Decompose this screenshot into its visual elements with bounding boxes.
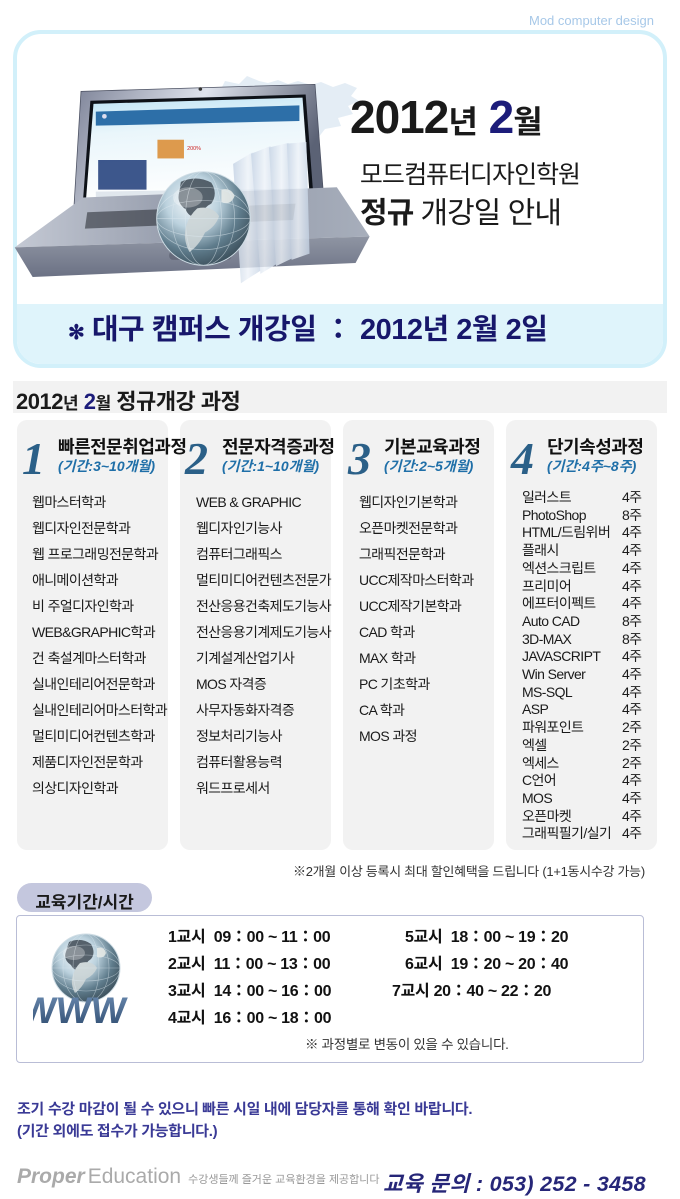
svg-text:200%: 200% xyxy=(187,146,201,152)
svg-text:WWW: WWW xyxy=(33,989,130,1031)
